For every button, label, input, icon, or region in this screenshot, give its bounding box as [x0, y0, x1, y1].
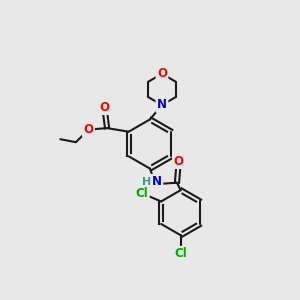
Text: O: O	[173, 154, 184, 168]
Text: N: N	[152, 175, 162, 188]
Text: O: O	[83, 123, 94, 136]
Text: Cl: Cl	[136, 187, 148, 200]
Text: H: H	[142, 177, 152, 187]
Text: O: O	[100, 100, 110, 114]
Text: Cl: Cl	[174, 247, 187, 260]
Text: O: O	[157, 67, 167, 80]
Text: N: N	[157, 98, 167, 112]
